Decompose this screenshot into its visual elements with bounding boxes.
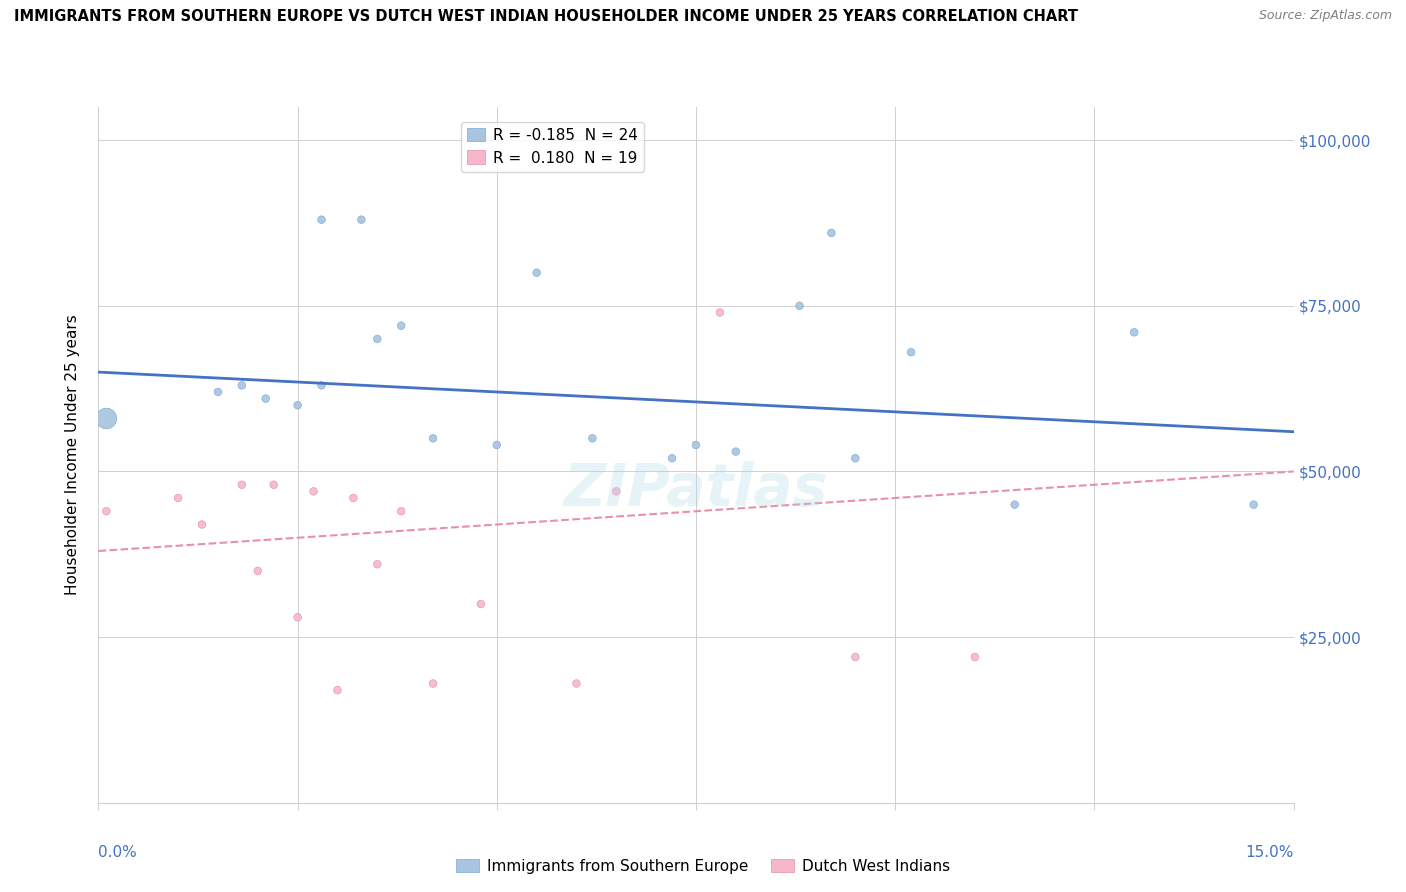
Point: [326, 683, 349, 698]
Point: [789, 299, 811, 313]
Point: [366, 332, 388, 346]
Point: [96, 411, 118, 425]
Point: [422, 431, 444, 445]
Point: [844, 650, 866, 665]
Point: [287, 610, 309, 624]
Point: [605, 484, 627, 499]
Point: [963, 650, 986, 665]
Point: [96, 504, 118, 518]
Point: [581, 431, 603, 445]
Point: [311, 378, 333, 392]
Point: [254, 392, 277, 406]
Point: [191, 517, 214, 532]
Point: [342, 491, 364, 505]
Point: [263, 477, 285, 491]
Text: Source: ZipAtlas.com: Source: ZipAtlas.com: [1258, 9, 1392, 22]
Point: [900, 345, 922, 359]
Point: [485, 438, 508, 452]
Point: [167, 491, 190, 505]
Point: [389, 318, 412, 333]
Point: [311, 212, 333, 227]
Point: [724, 444, 747, 458]
Point: [526, 266, 548, 280]
Point: [661, 451, 683, 466]
Text: 15.0%: 15.0%: [1246, 845, 1294, 860]
Text: 0.0%: 0.0%: [98, 845, 138, 860]
Point: [820, 226, 842, 240]
Point: [287, 398, 309, 412]
Point: [366, 558, 388, 572]
Point: [246, 564, 269, 578]
Point: [565, 676, 588, 690]
Legend: R = -0.185  N = 24, R =  0.180  N = 19: R = -0.185 N = 24, R = 0.180 N = 19: [461, 121, 644, 171]
Point: [844, 451, 866, 466]
Point: [231, 378, 253, 392]
Point: [1123, 326, 1146, 340]
Point: [302, 484, 325, 499]
Point: [389, 504, 412, 518]
Point: [207, 384, 229, 399]
Legend: Immigrants from Southern Europe, Dutch West Indians: Immigrants from Southern Europe, Dutch W…: [450, 853, 956, 880]
Point: [1243, 498, 1265, 512]
Point: [709, 305, 731, 319]
Text: IMMIGRANTS FROM SOUTHERN EUROPE VS DUTCH WEST INDIAN HOUSEHOLDER INCOME UNDER 25: IMMIGRANTS FROM SOUTHERN EUROPE VS DUTCH…: [14, 9, 1078, 24]
Point: [422, 676, 444, 690]
Text: ZIPatlas: ZIPatlas: [564, 461, 828, 518]
Point: [1004, 498, 1026, 512]
Point: [231, 477, 253, 491]
Point: [470, 597, 492, 611]
Point: [350, 212, 373, 227]
Point: [685, 438, 707, 452]
Y-axis label: Householder Income Under 25 years: Householder Income Under 25 years: [65, 315, 80, 595]
